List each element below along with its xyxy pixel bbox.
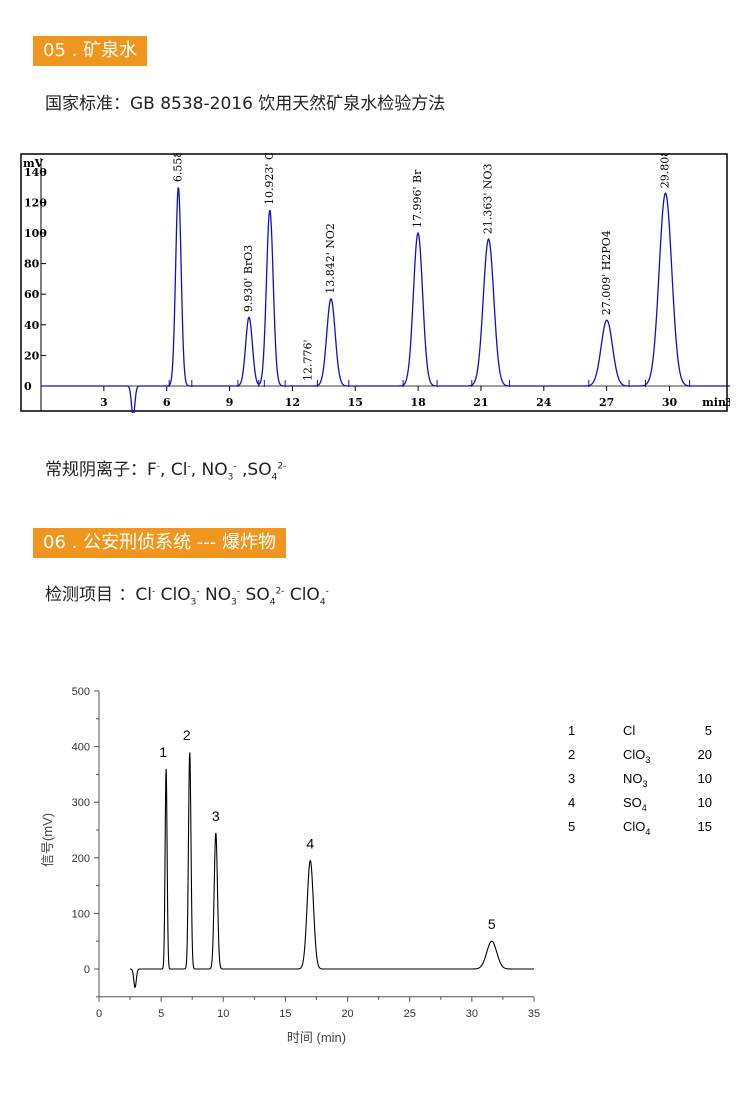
legend-number: 5 [568, 819, 575, 834]
y-axis-label: mV [23, 157, 44, 170]
y-tick-label: 200 [72, 853, 90, 865]
legend-ion: SO4 [623, 795, 647, 813]
x-tick-label: 20 [341, 1008, 353, 1020]
legend-number: 2 [568, 747, 575, 762]
legend-ion: ClO3 [623, 747, 650, 765]
item-1: ClO3- [160, 585, 200, 608]
x-tick-label: 3 [100, 396, 108, 409]
peak-label: 2 [183, 727, 191, 743]
legend: 1 Cl 5 2 ClO3 20 3 NO3 10 4 SO4 10 5 ClO4 15 [568, 723, 712, 837]
chromatogram-mineral-water: 020406080100120140160mV36912151821242730… [20, 153, 730, 413]
legend-ion: NO3 [623, 771, 648, 789]
legend-number: 3 [568, 771, 575, 786]
items-list: Cl- ClO3- NO3- SO42- ClO4- [135, 585, 329, 608]
y-tick-label: 0 [24, 380, 32, 393]
x-axis-label: 时间 (min) [287, 1030, 346, 1045]
anions-line: 常规阴离子：F-, Cl-, NO3- ,SO42- [45, 455, 286, 482]
x-tick-label: 9 [226, 396, 234, 409]
peak-label: 3 [212, 808, 220, 824]
legend-concentration: 5 [705, 723, 712, 738]
y-tick-label: 40 [24, 319, 40, 332]
item-0: Cl- [135, 585, 156, 605]
peak-label: 10.923' Cl [263, 153, 276, 205]
plot-frame [20, 153, 728, 412]
legend-ion: ClO4 [623, 819, 650, 837]
standard-line: 国家标准：GB 8538-2016 饮用天然矿泉水检验方法 [45, 94, 446, 114]
y-tick-label: 0 [84, 964, 90, 976]
legend-concentration: 20 [698, 747, 712, 762]
anions-prefix: 常规阴离子： [45, 460, 147, 480]
x-tick-label: 0 [96, 1008, 102, 1020]
anion-3: SO42- [247, 460, 287, 483]
peak-label: 6.558' F [171, 153, 184, 182]
peak-label: 4 [306, 836, 314, 852]
x-tick-label: 15 [348, 396, 363, 409]
x-tick-label: 6 [163, 396, 171, 409]
x-axis-label: min [702, 396, 726, 409]
peak-label: 1 [159, 744, 167, 760]
x-tick-label: 30 [662, 396, 678, 409]
x-tick-label: 18 [410, 396, 426, 409]
y-tick-label: 500 [72, 686, 90, 698]
y-tick-label: 60 [24, 288, 40, 301]
signal-trace [41, 186, 730, 413]
peak-label: 13.842' NO2 [324, 223, 337, 294]
x-tick-label: 21 [473, 396, 488, 409]
peak-label: 9.930' BrO3 [242, 245, 255, 312]
legend-number: 1 [568, 723, 575, 738]
y-tick-label: 400 [72, 742, 90, 754]
legend-concentration: 10 [698, 795, 712, 810]
y-tick-label: 140 [24, 166, 47, 179]
y-tick-label: 100 [24, 227, 47, 240]
x-tick-label: 35 [528, 1008, 540, 1020]
x-tick-label: 30 [466, 1008, 478, 1020]
x-tick-label: 25 [404, 1008, 416, 1020]
y-tick-label: 300 [72, 797, 90, 809]
x-tick-label: 12 [285, 396, 300, 409]
item-4: ClO4- [289, 585, 329, 608]
anions-list: F-, Cl-, NO3- ,SO42- [147, 460, 287, 483]
signal-trace [130, 752, 534, 989]
anion-0: F- [147, 460, 161, 480]
anion-1: Cl- [170, 460, 191, 480]
peak-label: 27.009' H2PO4 [600, 230, 613, 315]
legend-number: 4 [568, 795, 575, 810]
item-2: NO3- [205, 585, 241, 608]
items-line: 检测项目 ：Cl- ClO3- NO3- SO42- ClO4- [45, 580, 329, 607]
legend-concentration: 15 [698, 819, 712, 834]
legend-concentration: 10 [698, 771, 712, 786]
peak-label: 17.996' Br [411, 169, 424, 228]
section-badge-forensic: 06 . 公安刑侦系统 --- 爆炸物 [33, 528, 286, 558]
peak-label: 12.776' [302, 339, 315, 381]
y-tick-label: 80 [24, 258, 40, 271]
y-axis-label: 信号(mV) [40, 813, 55, 867]
items-prefix: 检测项目 ： [45, 585, 136, 605]
item-3: SO42- [245, 585, 285, 608]
peak-label: 29.808' SO4 [658, 153, 671, 188]
peak-label: 21.363' NO3 [482, 163, 495, 234]
x-tick-label: 33 [725, 396, 730, 409]
x-tick-label: 27 [599, 396, 614, 409]
y-tick-label: 100 [72, 908, 90, 920]
y-tick-label: 20 [24, 349, 40, 362]
section-badge-mineral-water: 05 . 矿泉水 [33, 36, 148, 66]
x-tick-label: 15 [279, 1008, 291, 1020]
peak-label: 5 [488, 916, 496, 932]
anion-2: NO3- [201, 460, 237, 483]
legend-ion: Cl [623, 723, 635, 738]
x-tick-label: 10 [217, 1008, 229, 1020]
x-tick-label: 5 [158, 1008, 164, 1020]
x-tick-label: 24 [536, 396, 552, 409]
y-tick-label: 120 [24, 196, 47, 209]
